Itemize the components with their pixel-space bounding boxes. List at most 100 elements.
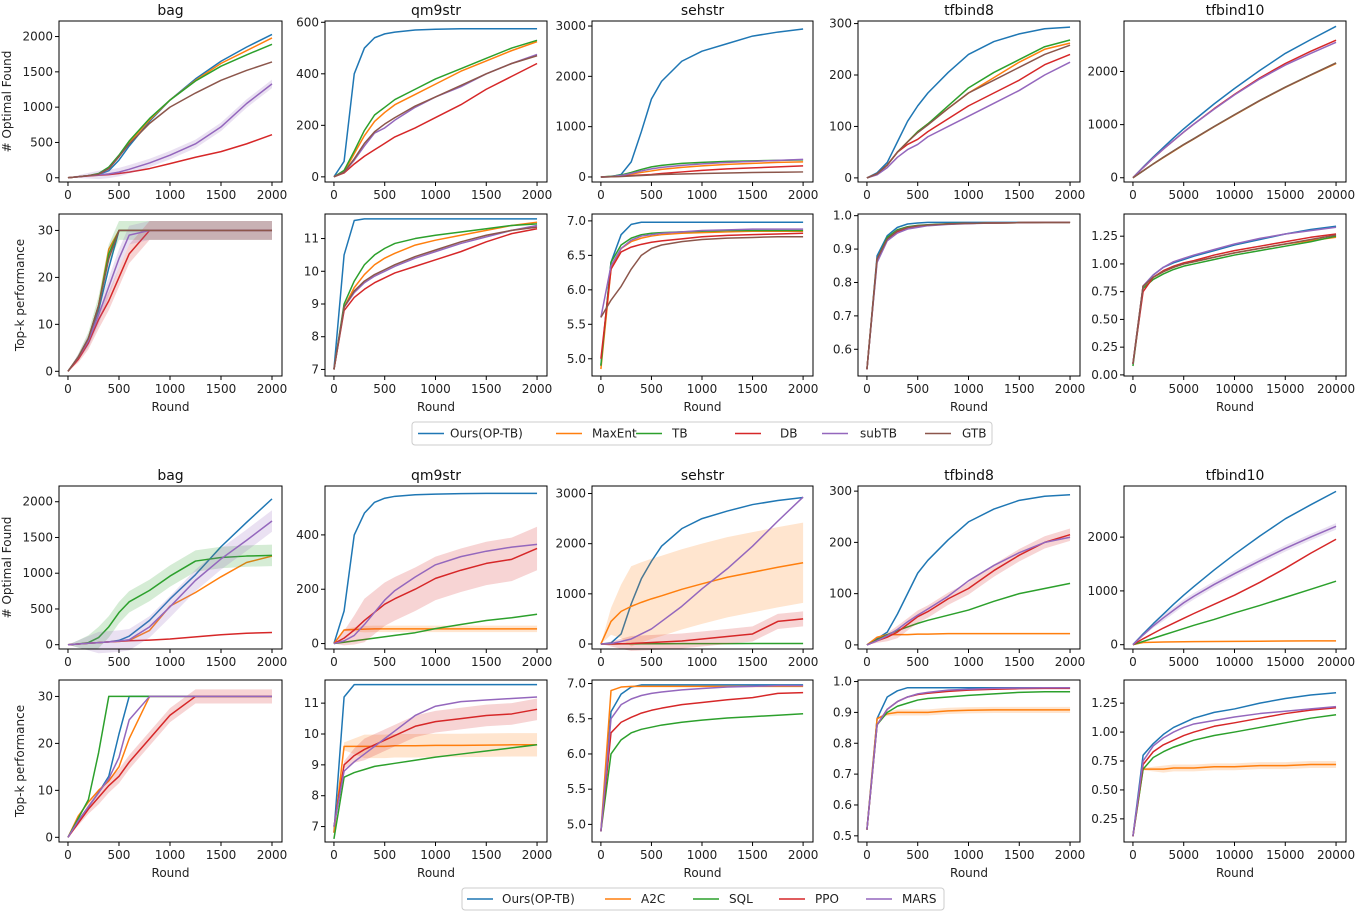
x-tick-label: 500 <box>373 382 396 396</box>
y-tick-label: 500 <box>30 602 53 616</box>
x-tick-label: 1000 <box>420 848 451 862</box>
x-tick-label: 1500 <box>206 848 237 862</box>
y-tick-label: 2000 <box>555 537 586 551</box>
series-line-subTB <box>1132 226 1337 364</box>
axes-frame <box>1123 20 1347 183</box>
x-tick-label: 2000 <box>522 188 553 202</box>
series-line-A2C <box>600 685 804 832</box>
legend-entry: MARS <box>902 892 937 906</box>
y-tick-label: 6.0 <box>567 747 586 761</box>
y-tick-label: 0.25 <box>1091 812 1118 826</box>
series-band-PPO <box>67 689 273 838</box>
subplot-bag-0: 0 500 1000 1500 2000 0 500 1000 1500 2000 bag # Opt… <box>0 3 287 202</box>
y-tick-label: 3000 <box>555 19 586 33</box>
x-tick-label: 1000 <box>953 382 984 396</box>
x-tick-label: 1500 <box>1004 848 1035 862</box>
y-axis-label: # Optimal Found <box>0 517 14 619</box>
x-tick-label: 20000 <box>1317 848 1355 862</box>
y-tick-label: 5.5 <box>567 782 586 796</box>
x-tick-label: 500 <box>108 655 131 669</box>
subplot-sehstr-2: 0 500 1000 1500 2000 0 1000 2000 3000 sehstr <box>555 3 818 202</box>
x-tick-label: 5000 <box>1168 655 1199 669</box>
y-tick-label: 0 <box>844 638 852 652</box>
x-tick-label: 0 <box>330 655 338 669</box>
series-band-A2C <box>333 625 538 644</box>
x-tick-label: 500 <box>640 848 663 862</box>
y-tick-label: 2000 <box>1087 64 1118 78</box>
y-tick-label: 8 <box>311 789 319 803</box>
series-line-subTB <box>866 221 1071 370</box>
subplot-row1-4: 0 5000 10000 15000 20000 0.00 0.25 0.50 0.75 1.00… <box>1091 213 1355 414</box>
x-tick-label: 2000 <box>257 848 288 862</box>
subplot-tfbind10-4: 0 5000 10000 15000 20000 0 1000 2000 tfbind10 <box>1087 468 1355 669</box>
series-line-DB <box>333 62 538 178</box>
x-tick-label: 1500 <box>1004 382 1035 396</box>
legend-1: Ours(OP-TB) MaxEnt TB DB subTB GTB <box>411 421 993 446</box>
axes-frame <box>857 485 1081 650</box>
axes-frame <box>58 485 283 650</box>
series-line-PPO <box>600 618 804 645</box>
y-tick-label: 5.0 <box>567 817 586 831</box>
y-tick-label: 300 <box>829 484 852 498</box>
x-tick-label: 1000 <box>420 188 451 202</box>
y-tick-label: 1000 <box>555 587 586 601</box>
y-tick-label: 1.00 <box>1091 257 1118 271</box>
legend-2: Ours(OP-TB) A2C SQL PPO MARS <box>461 887 945 911</box>
x-tick-label: 0 <box>64 382 72 396</box>
subplot-title: bag <box>157 3 183 19</box>
series-line-DB <box>600 232 804 359</box>
y-tick-label: 0 <box>45 364 53 378</box>
legend-box <box>411 421 993 446</box>
series-line-MARS <box>1132 525 1337 646</box>
y-tick-label: 0.7 <box>833 767 852 781</box>
series-line-Ours(OP-TB) <box>600 684 804 832</box>
subplot-tfbind8-3: 0 500 1000 1500 2000 0 100 200 300 tfbind8 <box>829 3 1085 202</box>
x-tick-label: 500 <box>373 655 396 669</box>
y-tick-label: 0 <box>45 171 53 185</box>
x-tick-label: 0 <box>1129 382 1137 396</box>
subplot-qm9str-1: 0 500 1000 1500 2000 0 200 400 600 qm9str <box>296 3 552 202</box>
x-tick-label: 1500 <box>737 188 768 202</box>
x-tick-label: 2000 <box>1055 848 1086 862</box>
x-tick-label: 1500 <box>471 655 502 669</box>
series-line-TB <box>1132 235 1337 367</box>
x-tick-label: 2000 <box>788 848 819 862</box>
series-band-TB <box>67 221 273 372</box>
y-tick-label: 9 <box>311 297 319 311</box>
axes-frame <box>591 679 814 843</box>
series-band-PPO <box>333 526 538 646</box>
x-tick-label: 5000 <box>1168 188 1199 202</box>
y-tick-label: 1000 <box>1087 584 1118 598</box>
series-line-Ours(OP-TB) <box>1132 25 1337 179</box>
series-line-Ours(OP-TB) <box>866 493 1071 646</box>
series-line-MaxEnt <box>1132 236 1337 364</box>
y-tick-label: 30 <box>38 223 53 237</box>
subplot-title: tfbind8 <box>944 468 994 484</box>
x-tick-label: 1000 <box>953 848 984 862</box>
series-line-MaxEnt <box>333 40 538 178</box>
y-tick-label: 1000 <box>555 120 586 134</box>
x-tick-label: 5000 <box>1168 382 1199 396</box>
legend-entry: MaxEnt <box>592 427 637 441</box>
y-tick-label: 0 <box>1110 638 1118 652</box>
series-line-MARS <box>333 543 538 645</box>
y-tick-label: 0.75 <box>1091 754 1118 768</box>
x-tick-label: 15000 <box>1266 382 1304 396</box>
series-band-subTB <box>67 79 273 180</box>
legend-entry: DB <box>780 427 797 441</box>
y-tick-label: 0.5 <box>833 829 852 843</box>
subplot-bag-0: 0 500 1000 1500 2000 0 500 1000 1500 2000 bag # Opt… <box>0 468 287 669</box>
series-band-PPO <box>600 611 804 652</box>
y-tick-label: 30 <box>38 689 53 703</box>
y-tick-label: 7 <box>311 820 319 834</box>
x-tick-label: 500 <box>640 382 663 396</box>
x-tick-label: 10000 <box>1215 655 1253 669</box>
x-tick-label: 0 <box>64 188 72 202</box>
x-tick-label: 1500 <box>206 382 237 396</box>
y-tick-label: 2000 <box>22 30 53 44</box>
legend-entry: subTB <box>860 427 897 441</box>
x-tick-label: 2000 <box>788 382 819 396</box>
x-tick-label: 1000 <box>155 655 186 669</box>
subplot-row3-3: 0 500 1000 1500 2000 0.5 0.6 0.7 0.8 0.9 1.0 Round <box>833 675 1085 880</box>
